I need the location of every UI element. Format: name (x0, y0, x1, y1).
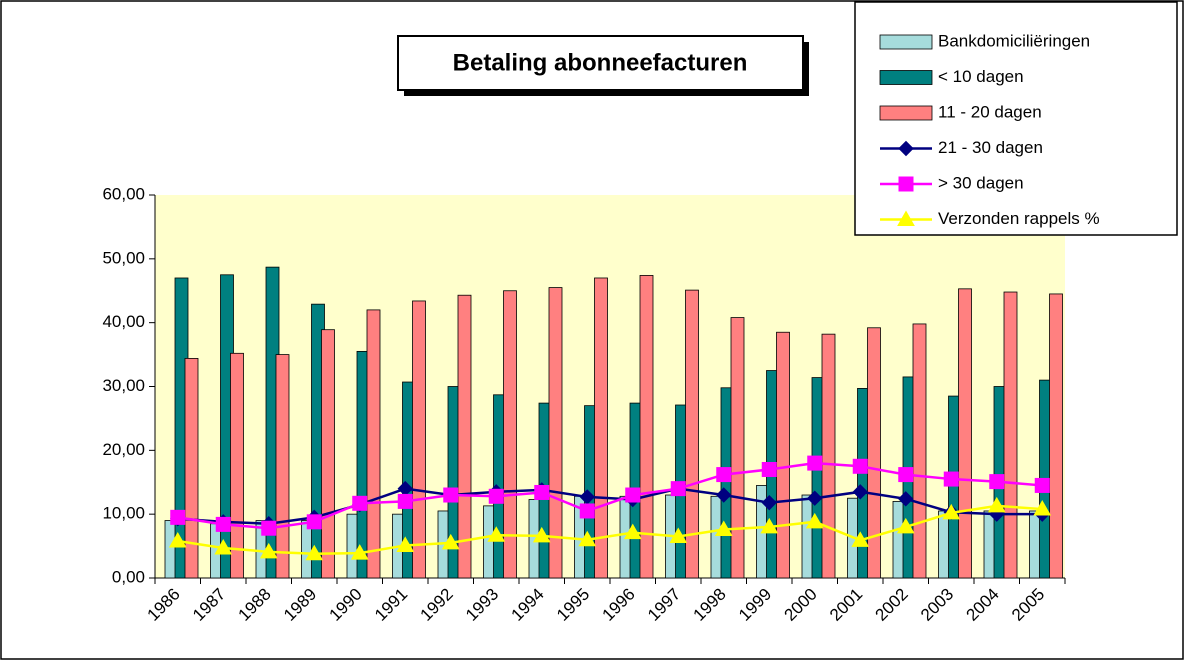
bar (230, 352, 244, 579)
bar (821, 333, 836, 579)
bar (776, 331, 790, 579)
point (807, 490, 823, 506)
legend-label: Bankdomiciliëringen (938, 31, 1090, 50)
point (761, 461, 777, 477)
point (942, 503, 961, 520)
point (852, 458, 868, 474)
point (898, 491, 914, 507)
point (168, 531, 187, 548)
bar (685, 289, 699, 579)
bar (184, 358, 199, 579)
point (534, 484, 550, 500)
point (487, 526, 506, 542)
bar (730, 317, 745, 579)
y-tick-label: 50,00 (102, 248, 145, 267)
bar (867, 327, 881, 579)
bar (1049, 293, 1063, 579)
point (579, 503, 595, 519)
point (761, 494, 777, 511)
y-tick-label: 20,00 (102, 440, 145, 459)
y-tick-label: 10,00 (102, 504, 145, 523)
point (669, 527, 688, 544)
bar (912, 323, 927, 579)
legend-marker (898, 140, 914, 157)
y-tick-label: 30,00 (102, 376, 145, 395)
legend-label: 21 - 30 dagen (938, 138, 1043, 157)
point (852, 484, 868, 500)
bar (548, 287, 563, 579)
point (532, 526, 551, 543)
legend-label: Verzonden rappels % (938, 209, 1100, 228)
point (987, 496, 1006, 513)
legend-swatch (879, 70, 933, 85)
bar (457, 294, 472, 579)
bar (594, 277, 608, 579)
bar (275, 354, 290, 579)
point (488, 488, 504, 504)
point (397, 493, 413, 509)
y-tick-label: 0,00 (112, 567, 145, 586)
point (170, 509, 186, 525)
legend-marker (897, 210, 915, 226)
point (396, 536, 415, 552)
point (350, 544, 369, 560)
point (1034, 477, 1050, 493)
point (807, 455, 823, 471)
line (177, 461, 1043, 530)
bar (958, 288, 972, 579)
legend-label: 11 - 20 dagen (938, 102, 1042, 121)
point (352, 495, 368, 511)
legend-swatch (879, 105, 933, 121)
point (714, 520, 733, 536)
point (443, 487, 459, 503)
line (177, 487, 1043, 525)
point (943, 471, 959, 487)
point (623, 523, 642, 540)
title-box (397, 35, 804, 91)
bar (366, 309, 381, 579)
point (716, 467, 732, 483)
legend-marker (898, 176, 914, 192)
point (259, 542, 278, 559)
line (177, 504, 1043, 555)
point (805, 512, 824, 529)
point (214, 538, 233, 555)
y-tick-label: 40,00 (102, 312, 145, 331)
legend-label: < 10 dagen (938, 67, 1024, 86)
point (989, 474, 1005, 490)
point (261, 520, 277, 536)
point (441, 533, 460, 550)
point (625, 487, 641, 503)
chart-title: Betaling abonneefacturen (453, 49, 748, 76)
bar (321, 329, 335, 579)
point (851, 531, 870, 547)
bar (639, 275, 654, 579)
y-tick-label: 60,00 (102, 184, 145, 203)
point (716, 487, 732, 503)
point (215, 516, 231, 532)
bar (1003, 291, 1018, 579)
point (306, 514, 322, 530)
point (898, 467, 914, 483)
bar (412, 300, 426, 579)
point (670, 481, 686, 497)
point (305, 544, 324, 561)
bar (503, 290, 517, 579)
point (896, 517, 915, 534)
point (578, 530, 597, 547)
legend-label: > 30 dagen (938, 173, 1024, 192)
point (1033, 500, 1052, 516)
legend-swatch (879, 34, 933, 50)
point (760, 517, 779, 534)
